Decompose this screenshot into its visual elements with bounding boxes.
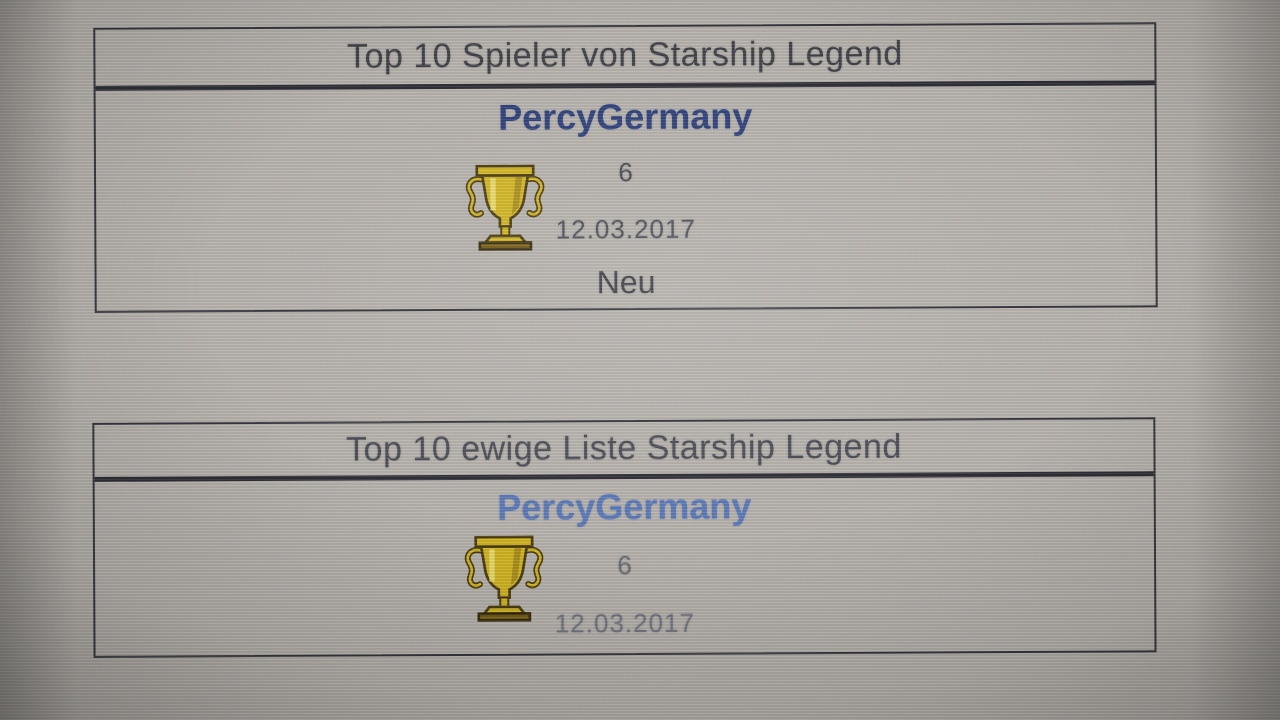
leaderboard-alltime-content: PercyGermany 6 12.03.2017 [95, 485, 1155, 643]
trophy-icon [464, 535, 544, 622]
new-entry-badge: Neu [596, 263, 656, 301]
leaderboard-current: Top 10 Spieler von Starship Legend Percy… [93, 22, 1158, 313]
leaderboard-current-title: Top 10 Spieler von Starship Legend [95, 24, 1155, 91]
player-row: PercyGermany [95, 485, 1154, 529]
score-date: 12.03.2017 [555, 213, 696, 245]
player-name-link[interactable]: PercyGermany [497, 485, 752, 528]
leaderboard-current-content: PercyGermany 6 12.03.2017 Neu [96, 95, 1156, 303]
score-value: 6 [618, 157, 633, 188]
trophy-icon [465, 164, 545, 251]
player-row: PercyGermany [96, 95, 1155, 139]
leaderboard-alltime-title: Top 10 ewige Liste Starship Legend [94, 419, 1154, 482]
score-value: 6 [617, 550, 632, 581]
leaderboard-alltime: Top 10 ewige Liste Starship Legend Percy… [92, 417, 1157, 658]
player-name-link[interactable]: PercyGermany [498, 95, 753, 138]
score-date: 12.03.2017 [554, 607, 696, 639]
